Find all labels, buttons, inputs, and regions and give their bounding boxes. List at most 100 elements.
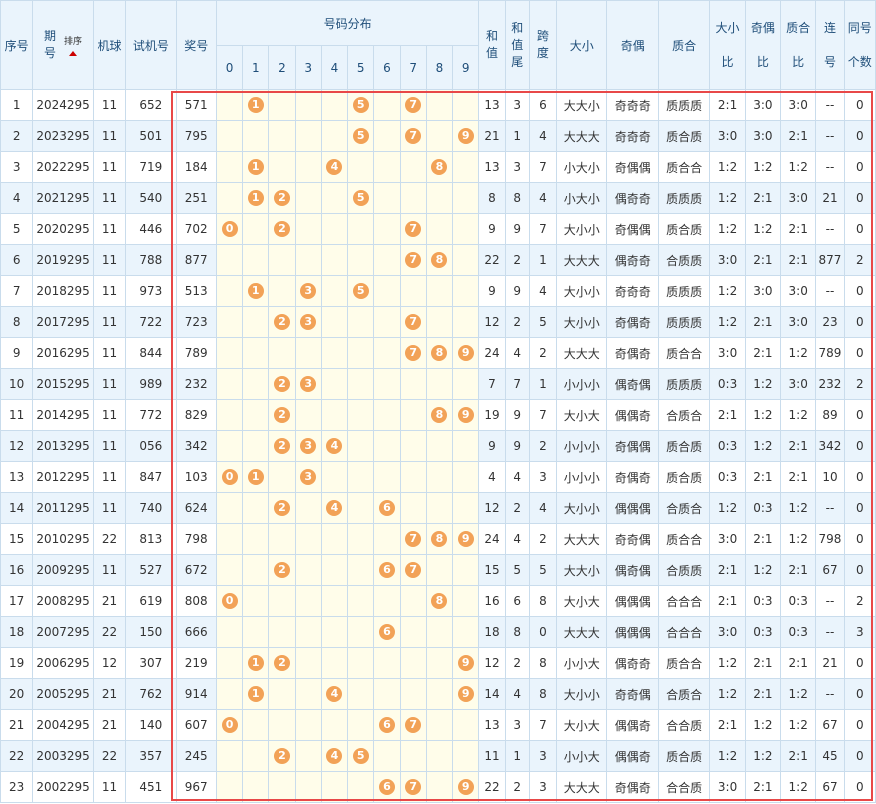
cell-test-number: 740 xyxy=(125,492,177,524)
cell-seq: 12 xyxy=(0,430,34,462)
cell-digit-3 xyxy=(294,616,322,648)
cell-digit-8 xyxy=(425,182,454,214)
cell-size-ratio: 3:0 xyxy=(709,523,746,555)
cell-digit-8 xyxy=(425,213,454,245)
cell-digit-1 xyxy=(242,368,270,400)
cell-parity-ratio: 1:2 xyxy=(744,554,782,586)
digit-ball: 1 xyxy=(247,97,264,113)
cell-test-number: 501 xyxy=(125,120,177,152)
cell-prime: 合质质 xyxy=(657,554,711,586)
cell-digit-6 xyxy=(373,151,401,183)
cell-prime: 质合质 xyxy=(657,740,711,772)
cell-parity: 奇奇偶 xyxy=(606,523,659,555)
cell-digit-2 xyxy=(268,523,296,555)
cell-seq: 11 xyxy=(0,399,34,431)
cell-digit-5 xyxy=(347,399,375,431)
cell-prime-ratio: 2:1 xyxy=(780,740,817,772)
cell-digit-0 xyxy=(215,616,244,648)
cell-digit-8 xyxy=(425,740,454,772)
cell-machine: 21 xyxy=(92,678,127,710)
cell-machine: 22 xyxy=(92,523,127,555)
cell-machine: 12 xyxy=(92,647,127,679)
cell-consecutive: -- xyxy=(815,585,845,617)
cell-span: 8 xyxy=(528,585,558,617)
cell-digit-0 xyxy=(215,89,244,121)
cell-seq: 20 xyxy=(0,678,34,710)
cell-digit-4 xyxy=(320,461,349,493)
cell-size: 大大大 xyxy=(556,120,608,152)
cell-span: 3 xyxy=(528,740,558,772)
cell-prime-ratio: 1:2 xyxy=(780,151,817,183)
cell-machine: 11 xyxy=(92,461,127,493)
cell-machine: 11 xyxy=(92,182,127,214)
cell-sum: 22 xyxy=(478,771,506,803)
cell-digit-9 xyxy=(452,306,480,338)
cell-digit-6 xyxy=(373,89,401,121)
cell-parity: 奇奇偶 xyxy=(606,678,659,710)
cell-digit-7 xyxy=(399,740,427,772)
cell-sum: 9 xyxy=(478,213,506,245)
cell-digit-8: 8 xyxy=(425,585,454,617)
cell-digit-7 xyxy=(399,492,427,524)
cell-size-ratio: 2:1 xyxy=(709,89,746,121)
cell-digit-7 xyxy=(399,182,427,214)
cell-digit-2: 2 xyxy=(268,368,296,400)
cell-digit-8 xyxy=(425,709,454,741)
cell-seq: 21 xyxy=(0,709,34,741)
cell-size-ratio: 0:3 xyxy=(709,430,746,462)
cell-digit-5 xyxy=(347,554,375,586)
digit-ball: 1 xyxy=(247,686,264,702)
cell-parity: 偶奇奇 xyxy=(606,182,659,214)
cell-digit-2: 2 xyxy=(268,740,296,772)
cell-size: 小小小 xyxy=(556,430,608,462)
cell-prime-ratio: 2:1 xyxy=(780,554,817,586)
cell-digit-0 xyxy=(215,306,244,338)
cell-digit-4 xyxy=(320,399,349,431)
cell-digit-1 xyxy=(242,585,270,617)
cell-test-number: 446 xyxy=(125,213,177,245)
cell-sum: 22 xyxy=(478,244,506,276)
cell-prime-ratio: 3:0 xyxy=(780,182,817,214)
cell-prime-ratio: 1:2 xyxy=(780,399,817,431)
cell-digit-3 xyxy=(294,740,322,772)
cell-period: 2015295 xyxy=(32,368,94,400)
cell-size-ratio: 2:1 xyxy=(709,585,746,617)
cell-digit-6: 6 xyxy=(373,554,401,586)
digit-ball: 3 xyxy=(300,283,317,299)
header-seq: 序号 xyxy=(0,0,34,90)
cell-machine: 21 xyxy=(92,709,127,741)
cell-same-count: 0 xyxy=(843,740,876,772)
cell-prize-number: 829 xyxy=(175,399,217,431)
digit-ball: 6 xyxy=(378,624,395,640)
cell-digit-9: 9 xyxy=(452,523,480,555)
cell-digit-0 xyxy=(215,368,244,400)
cell-span: 3 xyxy=(528,771,558,803)
header-period[interactable]: 期 号 排序 xyxy=(32,0,94,90)
cell-digit-5 xyxy=(347,647,375,679)
cell-digit-3: 3 xyxy=(294,430,322,462)
digit-ball: 2 xyxy=(273,190,290,206)
cell-digit-9 xyxy=(452,554,480,586)
cell-digit-3 xyxy=(294,213,322,245)
cell-digit-7 xyxy=(399,647,427,679)
cell-digit-6 xyxy=(373,678,401,710)
cell-prime: 质合质 xyxy=(657,461,711,493)
cell-seq: 17 xyxy=(0,585,34,617)
cell-digit-5: 5 xyxy=(347,120,375,152)
digit-ball: 4 xyxy=(326,686,343,702)
cell-digit-2: 2 xyxy=(268,430,296,462)
cell-machine: 11 xyxy=(92,120,127,152)
cell-size: 大大大 xyxy=(556,523,608,555)
digit-ball: 0 xyxy=(221,469,238,485)
cell-digit-3 xyxy=(294,120,322,152)
cell-prime-ratio: 2:1 xyxy=(780,430,817,462)
cell-digit-1 xyxy=(242,213,270,245)
cell-parity-ratio: 2:1 xyxy=(744,523,782,555)
cell-consecutive: 67 xyxy=(815,554,845,586)
cell-digit-2 xyxy=(268,461,296,493)
sort-link[interactable]: 排序 xyxy=(64,34,82,56)
header-digit-3: 3 xyxy=(294,45,322,90)
cell-digit-6: 6 xyxy=(373,771,401,803)
cell-seq: 9 xyxy=(0,337,34,369)
